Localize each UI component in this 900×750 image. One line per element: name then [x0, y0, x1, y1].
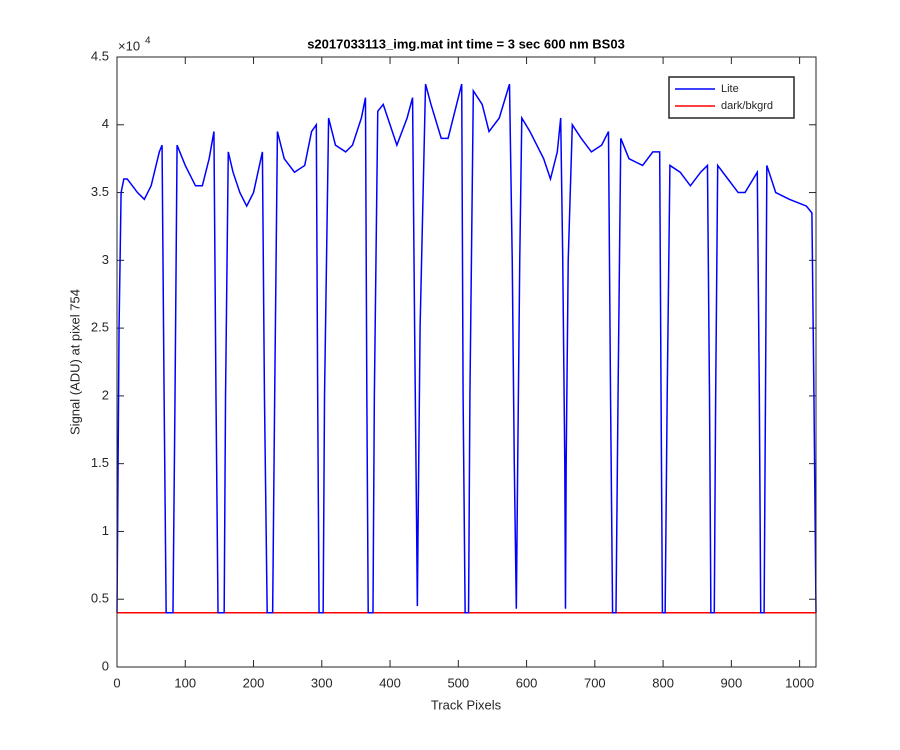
y-tick-label: 2: [102, 387, 109, 402]
legend-box: [668, 76, 795, 119]
y-tick-label: 2.5: [91, 320, 109, 335]
y-tick-label: 1: [102, 523, 109, 538]
y-axis-label: Signal (ADU) at pixel 754: [67, 289, 82, 435]
plot-area: [117, 57, 816, 667]
y-tick-label: 3: [102, 252, 109, 267]
axes-box: [116, 56, 817, 668]
x-tick-label: 300: [311, 675, 333, 690]
y-tick-label: 0: [102, 658, 109, 673]
y-exponent-base: ×10: [118, 38, 140, 53]
x-tick-label: 700: [584, 675, 606, 690]
x-tick-label: 600: [516, 675, 538, 690]
y-tick-label: 0.5: [91, 591, 109, 606]
y-tick-label: 3.5: [91, 184, 109, 199]
x-tick-label: 100: [174, 675, 196, 690]
x-axis-label: Track Pixels: [431, 697, 502, 712]
x-tick-label: 500: [447, 675, 469, 690]
x-tick-label: 400: [379, 675, 401, 690]
legend-label: Lite: [721, 83, 739, 95]
x-tick-label: 0: [113, 675, 120, 690]
x-tick-label: 800: [652, 675, 674, 690]
y-tick-label: 4.5: [91, 48, 109, 63]
y-tick-label: 1.5: [91, 455, 109, 470]
x-tick-label: 1000: [785, 675, 814, 690]
chart-title: s2017033113_img.mat int time = 3 sec 600…: [307, 36, 625, 51]
legend-label: dark/bkgrd: [721, 100, 773, 112]
x-tick-label: 200: [243, 675, 265, 690]
y-tick-label: 4: [102, 116, 109, 131]
y-exponent-power: 4: [145, 36, 151, 47]
x-tick-label: 900: [721, 675, 743, 690]
data-line: [116, 83, 817, 614]
